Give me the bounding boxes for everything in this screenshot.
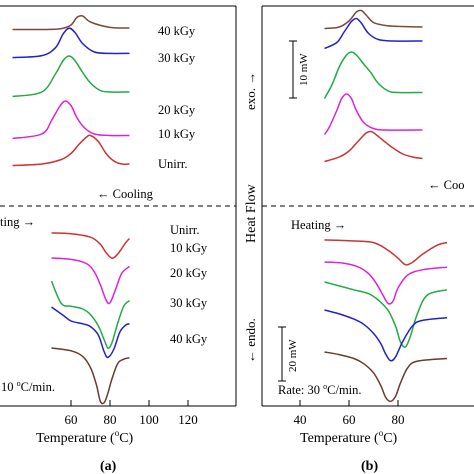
panel-b-cooling-line-30-kgy (324, 17, 423, 50)
panel-b-cooling-line-40-kgy (324, 9, 423, 30)
panel-a-heating-line-40-kgy (51, 347, 130, 405)
panel-b-heating-line-unirr- (324, 239, 448, 266)
panel-a-heating-label: ting → (0, 215, 35, 229)
panel-a-cooling-line-unirr- (12, 134, 130, 167)
panel-b-rate-text: Rate: 30 (278, 383, 323, 397)
panel-b-heating-label: Heating → (291, 218, 346, 232)
panel-a-cooling-line-30-kgy (12, 27, 130, 59)
panel-a-tick-label: 80 (104, 412, 117, 427)
panel-a-series: 40 kGy 30 kGy 20 kGy 10 kGy Unirr. Unirr. 10 k… (12, 14, 208, 405)
panel-b-rate-sup: o (323, 382, 327, 391)
panel-a-xlabel-tail: C) (119, 431, 133, 446)
panel-a-cooling-curve-label: Unirr. (158, 157, 188, 171)
panel-a-cooling-label: ← Cooling (97, 187, 154, 201)
panel-b-cooling-line-20-kgy (323, 51, 423, 99)
panel-b: 40 60 80 10 mW 20 mW exo. → Heat Flow ← en… (243, 5, 474, 474)
panel-a-heating-curve-label: 10 kGy (170, 241, 208, 255)
panel-b-heating-line-40-kgy (324, 351, 448, 403)
panel-a-tick-label: 60 (65, 412, 78, 427)
panel-a-tick-label: 120 (178, 412, 198, 427)
scale-bar-top: 10 mW (289, 40, 310, 99)
scale-bar-bottom: 20 mW (278, 326, 299, 382)
panel-b-cooling-label: ← Coo (428, 178, 464, 192)
panel-a-cooling-curve-label: 30 kGy (158, 51, 196, 65)
panel-a-heating-line-unirr- (51, 232, 131, 259)
panel-a-label: (a) (100, 459, 117, 474)
panel-b-rate-tail: C/min. (327, 383, 361, 397)
panel-b-xlabel: Temperature (oC) (300, 428, 398, 446)
panel-a-xlabel-text: Temperature ( (36, 431, 115, 446)
scale-bar-top-label: 10 mW (298, 53, 310, 86)
panel-a-rate-label: 10 oC/min. (1, 379, 55, 394)
panel-b-tick-label: 40 (294, 412, 307, 427)
panel-a: 40 kGy 30 kGy 20 kGy 10 kGy Unirr. Unirr. 10 k… (0, 5, 237, 474)
panel-a-rate-tail: C/min. (21, 380, 55, 394)
panel-a-tick-label: 100 (139, 412, 159, 427)
panel-b-tick-label: 60 (343, 412, 356, 427)
panel-a-heating-curve-label: 30 kGy (170, 296, 208, 310)
panel-b-heating-line-20-kgy (324, 281, 448, 348)
panel-a-rate-sup: o (17, 379, 21, 388)
panel-a-xlabel: Temperature (oC) (36, 428, 134, 446)
panel-b-ticks: 40 60 80 (294, 400, 405, 427)
panel-b-series (323, 9, 448, 403)
panel-b-xlabel-sup: o (379, 428, 384, 438)
panel-b-label: (b) (361, 459, 378, 474)
panel-b-exo-label: exo. → (243, 72, 258, 110)
panel-a-ticks: 60 80 100 120 (65, 400, 198, 427)
panel-b-xlabel-tail: C) (383, 431, 397, 446)
panel-b-rate-label: Rate: 30 oC/min. (278, 382, 362, 397)
panel-a-heating-line-20-kgy (50, 280, 131, 350)
panel-b-xlabel-text: Temperature ( (300, 431, 379, 446)
panel-b-heating-line-30-kgy (324, 309, 448, 362)
panel-a-heating-line-10-kgy (51, 257, 131, 305)
panel-a-cooling-line-10-kgy (12, 100, 130, 140)
panel-b-cooling-line-10-kgy (323, 93, 423, 135)
panel-b-cooling-line-unirr- (324, 130, 423, 163)
panel-a-heating-curve-label: Unirr. (170, 223, 200, 237)
panel-a-heating-curve-label: 40 kGy (170, 332, 208, 346)
panel-a-cooling-curve-label: 20 kGy (158, 103, 196, 117)
scale-bar-bottom-label: 20 mW (287, 339, 299, 372)
panel-a-cooling-curve-label: 40 kGy (158, 24, 196, 38)
panel-a-cooling-line-20-kgy (12, 55, 130, 98)
panel-b-endo-label: ← endo. (243, 318, 258, 363)
panel-a-rate-text: 10 (1, 380, 17, 394)
panel-b-ylabel: Heat Flow (244, 183, 259, 243)
panel-a-cooling-line-40-kgy (12, 14, 130, 31)
panel-b-heating-line-10-kgy (324, 261, 448, 305)
panel-a-cooling-curve-label: 10 kGy (158, 127, 196, 141)
panel-b-tick-label: 80 (392, 412, 405, 427)
panel-a-xlabel-sup: o (115, 428, 120, 438)
panel-a-heating-line-30-kgy (51, 306, 130, 359)
panel-a-heating-curve-label: 20 kGy (170, 266, 208, 280)
